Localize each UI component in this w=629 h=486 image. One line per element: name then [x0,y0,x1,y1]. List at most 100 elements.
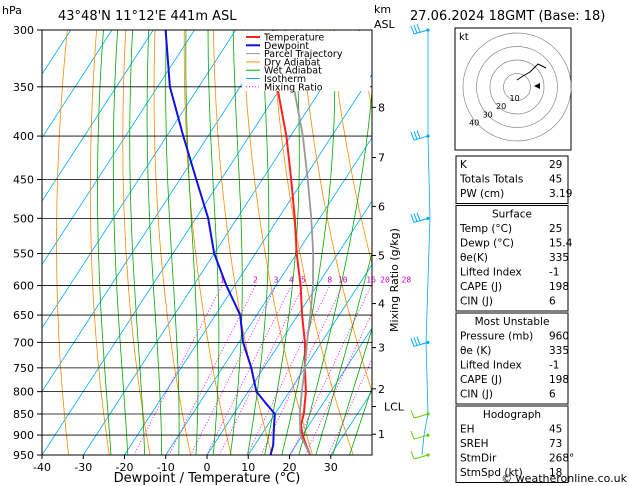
index-most_unstable-label: CAPE (J) [460,374,502,386]
wind-profile-line [421,30,431,456]
isobar-lines [42,30,372,455]
wind-barb-flag [416,24,421,33]
pressure-label-850: 850 [13,408,34,421]
mixing-ratio-label: 1 [220,276,225,285]
temp-label--10: -10 [157,461,175,474]
index-surface-value: 198 [549,281,569,293]
index-most_unstable-label: Lifted Index [460,360,522,372]
wind-barb-shaft [413,341,429,347]
index-surface-value: -1 [549,267,559,279]
mixing-ratio-label: 20 [380,276,390,285]
wind-barb [410,450,430,460]
wind-barb [410,409,430,419]
pressure-label-600: 600 [13,280,34,293]
isotherm-line [165,136,372,455]
copyright-text: © weatheronline.co.uk [501,472,627,485]
wind-barb-flag [410,214,415,223]
wind-barb-flag [416,130,421,139]
index-most_unstable-value: 6 [549,389,556,401]
wind-barb-flag [410,338,415,347]
isotherm-line [247,263,372,455]
dry-adiabat-line [122,30,151,455]
altitude-label: 5 [378,249,385,262]
altitude-label: 4 [378,298,385,311]
pressure-label-950: 950 [13,449,34,462]
wind-barb [410,24,430,35]
index-surface-label: θe(K) [460,252,488,264]
wind-barb-flag [410,430,415,440]
wind-barb [410,130,430,141]
legend-entry: Temperature [263,33,324,44]
mixing-ratio-label: 10 [338,276,348,285]
index-hodograph-value: 268° [549,453,574,465]
pressure-label-700: 700 [13,336,34,349]
pressure-label-900: 900 [13,429,34,442]
parcel-trajectory-line [284,30,315,455]
pressure-label-400: 400 [13,130,34,143]
mixing-ratio-label: 4 [289,276,294,285]
wind-barb-flag [416,212,421,221]
wind-barb-flag [413,130,418,140]
isotherm-line [289,327,372,455]
altitude-label: 8 [378,101,385,114]
wet-adiabat-line [315,251,372,455]
wet-adiabat-line [332,327,372,455]
pressure-label-650: 650 [13,309,34,322]
legend-entry: Mixing Ratio [264,82,323,93]
index-surface-label: CIN (J) [460,296,493,308]
altitude-label: LCL [384,401,405,414]
index-surface-label: Dewp (°C) [460,238,514,250]
temp-label-10: 10 [241,461,255,474]
altitude-label: 6 [378,200,385,213]
mixing-ratio-label: 5 [301,276,306,285]
legend-entry: Parcel Trajectory [264,49,343,60]
wind-barb-flag [416,336,421,345]
altitude-label: 2 [378,383,385,396]
index-most_unstable-value: 960 [549,331,569,343]
isotherm-line [206,200,372,455]
isotherm-line [42,30,237,329]
hodograph-ring-label: 40 [469,118,479,127]
pressure-axis: 300 350 400 450 500 550 600 650 700 750 800 850 900 9… [13,24,42,462]
index-tables: K 29 Totals Totals 45 PW (cm) 3.19 Surface Temp… [455,155,574,483]
mixing-ratio-line [260,285,344,455]
hodograph-ring-label: 20 [496,102,506,111]
profile-series [164,30,315,455]
pressure-label-350: 350 [13,81,34,94]
sounding-datetime: 27.06.2024 18GMT (Base: 18) [410,9,605,24]
hodograph-frame [454,27,572,151]
index-section-title-surface: Surface [492,209,532,221]
index-section-title-most_unstable: Most Unstable [475,316,550,328]
index-top-label: Totals Totals [459,174,523,186]
index-surface-value: 335 [549,252,569,264]
hodograph-ring [462,32,572,142]
isotherm-line [42,30,278,393]
index-most_unstable-value: -1 [549,360,559,372]
legend-entry: Wet Adiabat [264,66,322,77]
hodograph-ring [503,73,531,101]
wind-barb-shaft [413,413,429,419]
wind-barbs [410,24,431,460]
legend-box [242,31,370,91]
isotherm-lines [42,30,372,455]
index-hodograph-label: SREH [460,438,489,450]
index-most_unstable-label: Pressure (mb) [460,331,533,343]
wet-adiabat-line [129,30,146,455]
wind-barb [410,430,430,440]
index-hodograph-value: 73 [549,438,562,450]
altitude-label: 1 [378,428,385,441]
wind-barb-shaft [413,217,429,223]
altitude-axis: 8 7 6 5 4 3 2 LCL 1 [372,101,405,441]
pressure-label-800: 800 [13,386,34,399]
wind-barb [410,212,430,223]
isotherm-line [82,30,360,455]
wind-barb-flag [410,450,415,460]
index-surface-value: 15.4 [549,238,573,250]
isotherm-line [124,73,372,455]
index-most_unstable-label: θe (K) [460,345,491,357]
index-box-top [455,155,569,204]
isotherm-line [42,30,113,139]
mixing-ratio-label: 2 [253,276,258,285]
